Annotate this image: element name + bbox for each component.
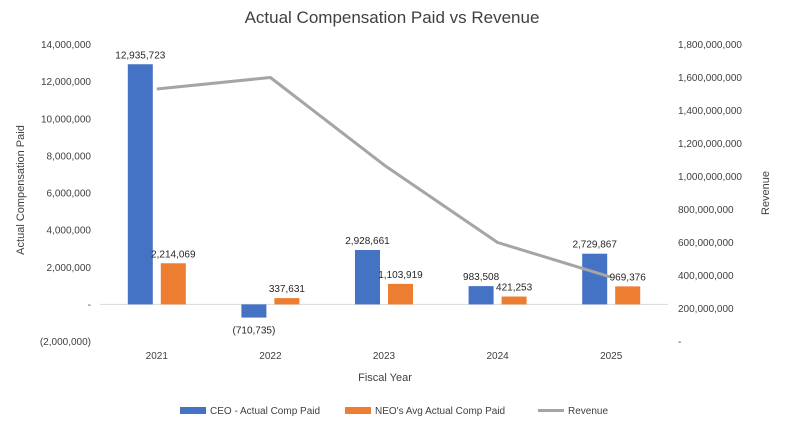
y2-tick-label: 1,200,000,000 — [678, 139, 742, 150]
data-label-neo-2025: 969,376 — [610, 272, 647, 283]
y2-axis-title: Revenue — [760, 171, 772, 215]
x-axis-ticks: 2021 2022 2023 2024 2025 — [146, 351, 623, 362]
bar-ceo-2022 — [241, 304, 267, 318]
legend: CEO - Actual Comp Paid NEO's Avg Actual … — [180, 406, 608, 417]
x-tick-label: 2021 — [146, 351, 169, 362]
x-tick-label: 2022 — [259, 351, 282, 362]
data-label-ceo-2025: 2,729,867 — [572, 240, 617, 251]
bar-neo-2024 — [501, 296, 527, 305]
chart-title: Actual Compensation Paid vs Revenue — [245, 8, 540, 27]
right-axis-ticks: - 200,000,000 400,000,000 600,000,000 800,00… — [678, 40, 742, 348]
legend-label-neo: NEO's Avg Actual Comp Paid — [375, 406, 505, 417]
x-tick-label: 2023 — [373, 351, 396, 362]
y-tick-label: (2,000,000) — [40, 337, 91, 348]
y-tick-label: 12,000,000 — [41, 77, 91, 88]
bar-neo-2021 — [160, 263, 186, 305]
y2-tick-label: 1,400,000,000 — [678, 106, 742, 117]
bar-neo-2025 — [615, 286, 641, 305]
bar-series — [127, 64, 641, 318]
bar-ceo-2023 — [355, 250, 380, 305]
bar-neo-2022 — [274, 298, 300, 305]
x-tick-label: 2024 — [486, 351, 509, 362]
data-label-neo-2023: 1,103,919 — [378, 270, 423, 281]
data-label-neo-2022: 337,631 — [269, 284, 306, 295]
data-label-ceo-2024: 983,508 — [463, 272, 500, 283]
y-tick-label: 2,000,000 — [47, 263, 92, 274]
data-label-ceo-2023: 2,928,661 — [345, 236, 390, 247]
y2-tick-label: 600,000,000 — [678, 238, 734, 249]
y-tick-label: 8,000,000 — [47, 151, 92, 162]
data-label-neo-2021: 2,214,069 — [151, 249, 196, 260]
y2-tick-label: - — [678, 337, 681, 348]
y2-tick-label: 200,000,000 — [678, 304, 734, 315]
revenue-line — [156, 76, 612, 279]
y-tick-label: 14,000,000 — [41, 40, 91, 51]
y2-tick-label: 1,600,000,000 — [678, 73, 742, 84]
y2-tick-label: 1,800,000,000 — [678, 40, 742, 51]
left-axis-ticks: (2,000,000) - 2,000,000 4,000,000 6,000,000 8… — [40, 40, 92, 348]
y2-tick-label: 1,000,000,000 — [678, 172, 742, 183]
data-label-ceo-2022: (710,735) — [232, 326, 275, 337]
y-tick-label: 4,000,000 — [47, 226, 92, 237]
x-axis-title: Fiscal Year — [358, 372, 412, 384]
bar-neo-2023 — [388, 283, 413, 305]
data-label-ceo-2021: 12,935,723 — [115, 50, 165, 61]
y-tick-label: - — [88, 300, 91, 311]
y-tick-label: 6,000,000 — [47, 189, 92, 200]
y2-tick-label: 400,000,000 — [678, 271, 734, 282]
data-label-neo-2024: 421,253 — [496, 283, 533, 294]
data-labels: 12,935,723 (710,735) 2,928,661 983,508 2,729… — [115, 50, 646, 336]
revenue-line-series — [156, 76, 612, 279]
bar-ceo-2025 — [582, 253, 608, 305]
legend-label-ceo: CEO - Actual Comp Paid — [210, 406, 320, 417]
y2-tick-label: 800,000,000 — [678, 205, 734, 216]
y-tick-label: 10,000,000 — [41, 114, 91, 125]
legend-label-revenue: Revenue — [568, 406, 608, 417]
legend-swatch-ceo — [180, 407, 206, 414]
legend-swatch-neo — [345, 407, 371, 414]
bar-ceo-2024 — [468, 286, 494, 305]
y-axis-title: Actual Compensation Paid — [15, 125, 27, 255]
x-tick-label: 2025 — [600, 351, 623, 362]
bar-ceo-2021 — [127, 64, 153, 305]
